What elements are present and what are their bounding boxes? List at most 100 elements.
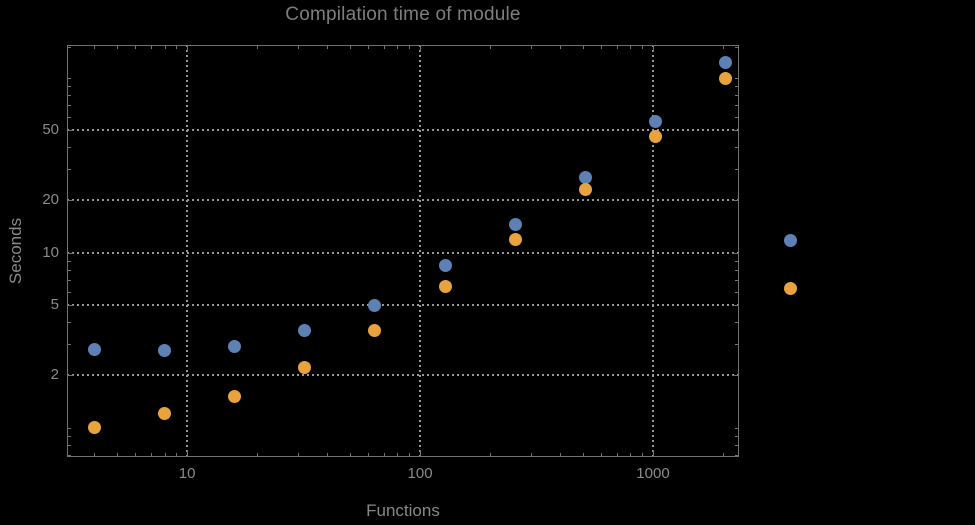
data-point-series2 (648, 130, 662, 144)
x-tick (368, 46, 370, 49)
y-tick (68, 200, 74, 202)
y-tick (68, 260, 71, 262)
y-tick (735, 279, 738, 281)
data-point-series1 (719, 56, 733, 70)
y-tick (735, 444, 738, 446)
x-tick (257, 453, 259, 456)
x-tick (257, 46, 259, 49)
x-tick (409, 46, 411, 49)
x-tick (490, 46, 492, 49)
x-tick (601, 453, 603, 456)
legend-marker-series1 (784, 234, 797, 247)
x-tick (164, 453, 166, 456)
y-tick (732, 200, 738, 202)
data-point-series2 (578, 182, 592, 196)
y-tick (735, 427, 738, 429)
x-tick (630, 453, 632, 456)
y-tick (68, 85, 71, 87)
x-tick (560, 453, 562, 456)
data-point-series1 (578, 170, 592, 184)
gridline-vertical (186, 45, 189, 457)
x-tick (383, 46, 385, 49)
y-tick-label: 2 (50, 366, 59, 384)
x-tick-label: 1000 (636, 465, 670, 482)
data-point-series2 (87, 421, 101, 435)
y-tick (68, 305, 74, 307)
x-tick (94, 453, 96, 456)
y-tick (68, 116, 71, 118)
y-tick-label: 5 (50, 296, 59, 314)
y-tick (68, 94, 71, 96)
data-point-series1 (158, 344, 172, 358)
gridline-horizontal (67, 374, 739, 377)
gridline-vertical (419, 45, 422, 457)
x-tick (397, 453, 399, 456)
y-tick (732, 305, 738, 307)
x-tick (176, 453, 178, 456)
x-tick (397, 46, 399, 49)
y-tick (735, 46, 738, 48)
x-tick (409, 453, 411, 456)
y-tick (68, 435, 71, 437)
y-tick (732, 130, 738, 132)
gridline-horizontal (67, 129, 739, 132)
x-tick (616, 453, 618, 456)
data-point-series2 (298, 361, 312, 375)
x-tick-label: 100 (407, 465, 433, 482)
x-tick (135, 46, 137, 49)
gridline-horizontal (67, 251, 739, 254)
y-tick (68, 454, 71, 456)
data-point-series2 (438, 280, 452, 294)
x-axis-label: Functions (366, 501, 440, 520)
y-tick (68, 291, 71, 293)
x-tick (616, 46, 618, 49)
x-tick (601, 46, 603, 49)
x-tick (135, 453, 137, 456)
legend-marker-series2 (784, 282, 797, 295)
y-tick (735, 260, 738, 262)
y-tick (68, 46, 71, 48)
x-tick (383, 453, 385, 456)
y-tick (68, 130, 74, 132)
x-tick (368, 453, 370, 456)
x-tick (582, 453, 584, 456)
x-tick (420, 450, 422, 456)
x-tick (349, 453, 351, 456)
y-tick (735, 147, 738, 149)
x-tick (151, 46, 153, 49)
data-point-series1 (508, 218, 522, 232)
y-tick (68, 427, 71, 429)
y-tick (732, 252, 738, 254)
y-tick (735, 454, 738, 456)
plot-frame (67, 45, 739, 457)
y-tick (735, 104, 738, 106)
x-tick (298, 453, 300, 456)
y-tick (68, 279, 71, 281)
y-tick (735, 291, 738, 293)
x-tick (420, 46, 422, 52)
y-tick (735, 169, 738, 171)
x-tick (151, 453, 153, 456)
data-point-series1 (438, 259, 452, 273)
data-point-series2 (158, 407, 172, 421)
y-tick (735, 344, 738, 346)
y-tick (735, 116, 738, 118)
y-tick (68, 344, 71, 346)
y-tick (68, 252, 74, 254)
x-tick (187, 450, 189, 456)
x-tick (560, 46, 562, 49)
x-tick (642, 46, 644, 49)
x-tick (652, 46, 654, 52)
y-tick (732, 375, 738, 377)
y-tick (68, 322, 71, 324)
y-tick (68, 104, 71, 106)
data-point-series1 (87, 342, 101, 356)
x-tick (327, 453, 329, 456)
x-tick (176, 46, 178, 49)
x-tick (630, 46, 632, 49)
gridline-vertical (651, 45, 654, 457)
gridline-horizontal (67, 304, 739, 307)
y-tick-label: 10 (42, 243, 59, 261)
x-tick (327, 46, 329, 49)
x-tick (582, 46, 584, 49)
